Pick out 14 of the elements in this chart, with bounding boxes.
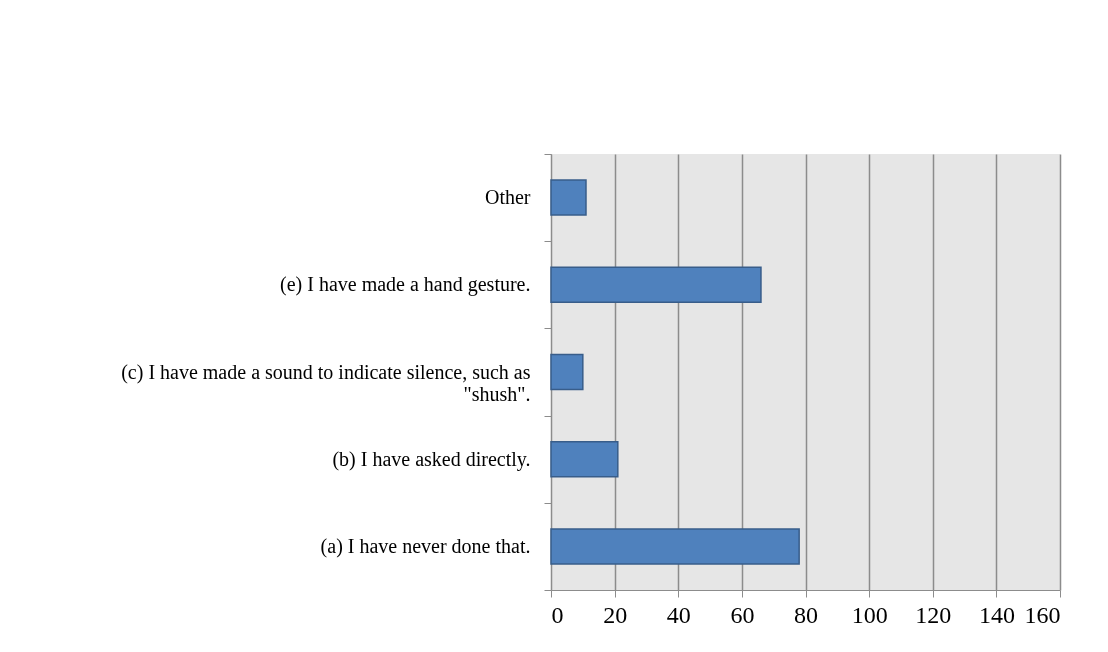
x-tick-label: 60 [730, 601, 755, 628]
y-tick-label: (a) I have never done that. [320, 534, 531, 558]
x-tick-label: 120 [915, 601, 952, 628]
x-tick-label: 20 [603, 601, 628, 628]
y-tick-label: (b) I have asked directly. [332, 447, 531, 471]
y-tick-label: Other [484, 186, 531, 209]
x-tick-label: 140 [978, 601, 1015, 628]
x-tick-label: 100 [851, 601, 888, 628]
x-tick-label: 160 [1024, 601, 1061, 628]
y-tick-label: (c) I have made a sound to indicate silence, such as "shush". [121, 360, 531, 405]
x-tick-label: 80 [794, 601, 818, 628]
x-tick-label: 0 [551, 601, 564, 628]
x-tick-label: 40 [666, 601, 691, 628]
y-tick-label: (e) I have made a hand gesture. [280, 273, 531, 297]
